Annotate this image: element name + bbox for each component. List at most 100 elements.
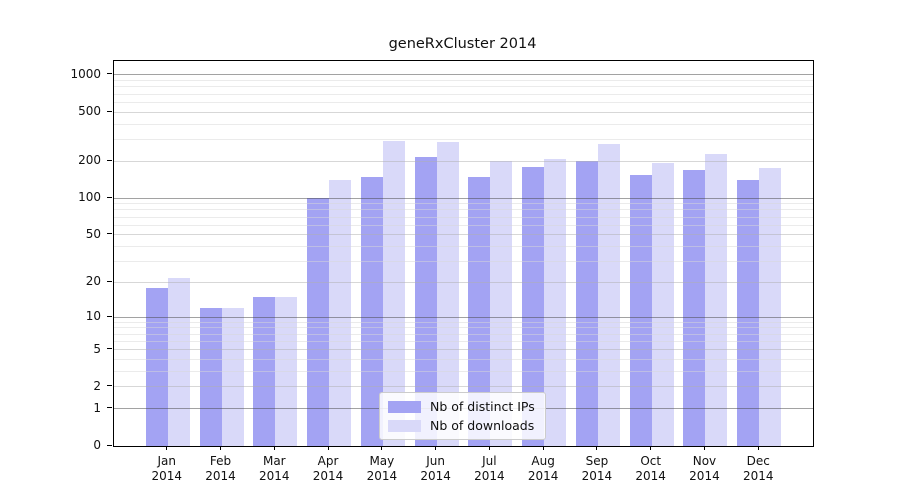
y-tick-mark-1	[107, 407, 112, 409]
legend-label-distinct-ips: Nb of distinct IPs	[430, 399, 535, 414]
bar-downloads-feb	[221, 308, 244, 446]
gridline-2	[114, 386, 813, 388]
gridline-10	[114, 316, 813, 318]
legend-item-distinct-ips: Nb of distinct IPs	[388, 399, 535, 414]
x-tick-mark-jun	[435, 446, 437, 450]
x-tick-mark-nov	[703, 446, 705, 450]
y-tick-mark-2	[107, 385, 112, 387]
x-tick-mark-mar	[273, 446, 275, 450]
gridline-minor-800	[114, 86, 813, 88]
bar-downloads-dec	[759, 168, 782, 446]
y-tick-label-200: 200	[78, 153, 101, 168]
gridline-minor-400	[114, 123, 813, 125]
y-tick-mark-200	[107, 159, 112, 161]
x-tick-label-dec: Dec 2014	[742, 454, 774, 483]
y-tick-label-20: 20	[85, 274, 101, 289]
y-tick-label-100: 100	[78, 190, 101, 205]
x-tick-label-apr: Apr 2014	[312, 454, 344, 483]
bar-downloads-nov	[705, 153, 728, 446]
gridline-minor-80	[114, 209, 813, 211]
y-tick-label-50: 50	[85, 226, 101, 241]
bar-ips-jun	[414, 157, 437, 446]
x-tick-label-mar: Mar 2014	[259, 454, 290, 483]
bar-downloads-apr	[329, 180, 352, 446]
gridline-minor-6	[114, 340, 813, 342]
bar-ips-jan	[145, 287, 168, 446]
gridline-5	[114, 349, 813, 351]
x-tick-label-jan: Jan 2014	[151, 454, 183, 483]
x-tick-mark-jan	[166, 446, 168, 450]
bar-downloads-jun	[436, 142, 459, 446]
x-tick-mark-apr	[327, 446, 329, 450]
legend-label-downloads: Nb of downloads	[430, 418, 535, 433]
bar-downloads-sep	[597, 144, 620, 446]
bar-ips-may	[360, 176, 383, 446]
legend-item-downloads: Nb of downloads	[388, 418, 535, 433]
x-tick-mark-feb	[220, 446, 222, 450]
x-tick-mark-aug	[542, 446, 544, 450]
bar-ips-jul	[468, 176, 491, 446]
x-tick-label-sep: Sep 2014	[581, 454, 613, 483]
x-tick-mark-sep	[596, 446, 598, 450]
x-tick-mark-oct	[650, 446, 652, 450]
x-tick-mark-jul	[488, 446, 490, 450]
bar-ips-aug	[522, 166, 545, 446]
y-tick-label-500: 500	[78, 104, 101, 119]
x-tick-label-may: May 2014	[366, 454, 398, 483]
y-tick-mark-1000	[107, 73, 112, 75]
gridline-minor-90	[114, 203, 813, 205]
legend: Nb of distinct IPs Nb of downloads	[379, 392, 546, 440]
y-tick-label-2: 2	[93, 378, 101, 393]
legend-swatch-distinct-ips	[388, 400, 421, 413]
bar-downloads-oct	[651, 162, 674, 446]
x-tick-label-jun: Jun 2014	[420, 454, 451, 483]
bar-ips-dec	[737, 180, 760, 446]
y-tick-label-10: 10	[85, 309, 101, 324]
gridline-1000	[114, 74, 813, 76]
x-tick-label-jul: Jul 2014	[474, 454, 505, 483]
gridline-minor-300	[114, 138, 813, 140]
y-tick-mark-20	[107, 280, 112, 282]
gridline-minor-9	[114, 321, 813, 323]
gridline-minor-8	[114, 327, 813, 329]
gridline-minor-4	[114, 359, 813, 361]
y-tick-mark-10	[107, 315, 112, 317]
y-tick-mark-0	[107, 444, 112, 446]
x-tick-mark-may	[381, 446, 383, 450]
y-tick-label-1: 1	[93, 400, 101, 415]
gridline-100	[114, 197, 813, 199]
gridline-minor-60	[114, 224, 813, 226]
y-tick-mark-50	[107, 233, 112, 235]
gridline-50	[114, 234, 813, 236]
gridline-minor-900	[114, 80, 813, 82]
bar-ips-feb	[199, 308, 222, 446]
gridline-200	[114, 160, 813, 162]
y-tick-mark-100	[107, 196, 112, 198]
y-tick-label-5: 5	[93, 341, 101, 356]
y-tick-label-0: 0	[93, 438, 101, 452]
bar-downloads-aug	[544, 158, 567, 446]
gridline-minor-3	[114, 371, 813, 373]
x-tick-label-feb: Feb 2014	[205, 454, 236, 483]
x-tick-label-aug: Aug 2014	[527, 454, 559, 483]
gridline-20	[114, 281, 813, 283]
bar-downloads-jan	[167, 277, 190, 446]
bar-ips-nov	[683, 169, 706, 446]
gridline-minor-7	[114, 333, 813, 335]
gridline-minor-600	[114, 101, 813, 103]
gridline-minor-30	[114, 261, 813, 263]
y-tick-mark-500	[107, 110, 112, 112]
x-tick-mark-dec	[757, 446, 759, 450]
legend-swatch-downloads	[388, 419, 421, 432]
gridline-minor-70	[114, 216, 813, 218]
bar-ips-oct	[629, 174, 652, 446]
gridline-minor-40	[114, 246, 813, 248]
x-tick-label-nov: Nov 2014	[689, 454, 720, 483]
bar-ips-sep	[575, 161, 598, 446]
gridline-minor-700	[114, 93, 813, 95]
chart-title: geneRxCluster 2014	[388, 36, 537, 52]
x-tick-label-oct: Oct 2014	[635, 454, 666, 483]
bar-downloads-jul	[490, 161, 513, 446]
y-tick-mark-5	[107, 348, 112, 350]
